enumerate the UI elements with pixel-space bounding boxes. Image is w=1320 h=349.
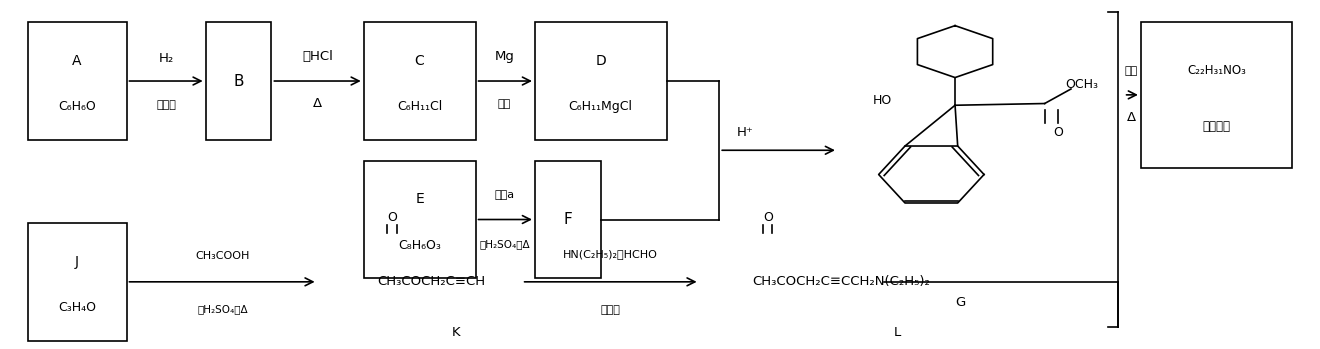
Text: OCH₃: OCH₃	[1065, 78, 1098, 91]
Text: C₆H₁₁MgCl: C₆H₁₁MgCl	[569, 101, 632, 113]
Bar	[535, 161, 601, 279]
Text: C₃H₄O: C₃H₄O	[58, 301, 96, 314]
Text: F: F	[564, 212, 572, 227]
Bar	[535, 22, 667, 140]
Text: 浓HCl: 浓HCl	[302, 50, 333, 63]
Text: 嫂化剑: 嫂化剑	[156, 100, 176, 110]
Text: Δ: Δ	[313, 97, 322, 110]
Text: C₈H₆O₃: C₈H₆O₃	[399, 239, 441, 252]
Bar	[1140, 22, 1292, 168]
Bar	[28, 223, 127, 341]
Bar	[28, 22, 127, 140]
Bar	[363, 22, 475, 140]
Text: C₂₂H₃₁NO₃: C₂₂H₃₁NO₃	[1187, 64, 1246, 77]
Text: CH₃COCH₂C≡CH: CH₃COCH₂C≡CH	[376, 275, 484, 288]
Text: O: O	[763, 211, 774, 224]
Text: O: O	[388, 211, 397, 224]
Text: Δ: Δ	[1127, 111, 1137, 124]
Text: CH₃COOH: CH₃COOH	[195, 251, 249, 261]
Text: J: J	[75, 255, 79, 269]
Text: 奥昔布宁: 奥昔布宁	[1203, 120, 1230, 133]
Text: H₂: H₂	[158, 52, 174, 65]
Text: Mg: Mg	[495, 50, 515, 63]
Text: C₆H₆O: C₆H₆O	[58, 101, 96, 113]
Text: C: C	[414, 54, 425, 68]
Text: A: A	[73, 54, 82, 68]
Text: HN(C₂H₅)₂，HCHO: HN(C₂H₅)₂，HCHO	[562, 249, 657, 259]
Text: 嫂化剑: 嫂化剑	[601, 305, 620, 314]
Bar	[206, 22, 272, 140]
Text: HO: HO	[873, 94, 892, 106]
Text: 浓H₂SO₄，Δ: 浓H₂SO₄，Δ	[198, 305, 248, 314]
Text: 浓H₂SO₄，Δ: 浓H₂SO₄，Δ	[479, 239, 529, 249]
Bar	[363, 161, 475, 279]
Text: 乙醚: 乙醚	[498, 98, 511, 109]
Text: G: G	[956, 296, 965, 309]
Text: B: B	[234, 74, 244, 89]
Text: K: K	[451, 326, 461, 339]
Text: O: O	[1053, 126, 1063, 140]
Text: C₆H₁₁Cl: C₆H₁₁Cl	[397, 101, 442, 113]
Text: D: D	[595, 54, 606, 68]
Text: L: L	[894, 326, 900, 339]
Text: CH₃COCH₂C≡CCH₂N(C₂H₅)₂: CH₃COCH₂C≡CCH₂N(C₂H₅)₂	[752, 275, 931, 288]
Text: 醇钔: 醇钔	[1125, 66, 1138, 76]
Text: E: E	[416, 193, 424, 207]
Text: 试剑a: 试剑a	[495, 190, 515, 200]
Text: H⁺: H⁺	[738, 126, 754, 140]
